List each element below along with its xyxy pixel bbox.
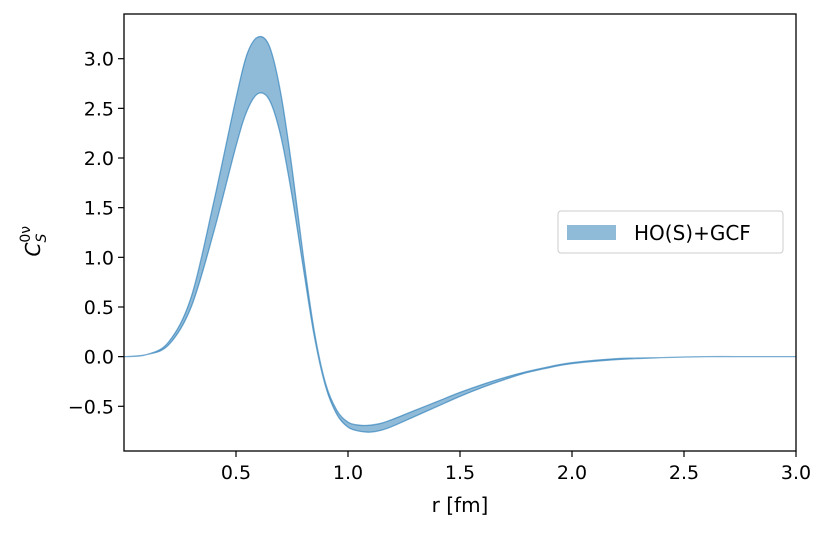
- y-tick-label-2: 0.5: [84, 297, 114, 319]
- y-tick-label-3: 1.0: [84, 247, 114, 269]
- legend-box: [557, 210, 784, 254]
- y-axis-label-sup: 0ν: [18, 226, 34, 243]
- x-tick-label-4: 2.5: [669, 462, 699, 484]
- legend-swatch: [567, 225, 616, 240]
- y-tick-label-6: 2.5: [84, 98, 114, 120]
- y-axis-label-base: C: [21, 243, 45, 257]
- y-axis-label-sub: S: [34, 234, 50, 243]
- ticks-layer: 0.5 1.0 1.5 2.0 2.5 3.0 −0.5 0.0 0.5 1.0 1.5 2.0 2.5…: [68, 49, 811, 484]
- legend-label: HO(S)+GCF: [634, 221, 751, 245]
- x-tick-label-1: 1.0: [333, 462, 363, 484]
- y-axis-label: CS0ν: [18, 226, 50, 257]
- y-tick-label-1: 0.0: [84, 347, 114, 369]
- x-tick-label-0: 0.5: [221, 462, 251, 484]
- x-tick-label-5: 3.0: [781, 462, 811, 484]
- legend: HO(S)+GCF: [557, 210, 784, 254]
- y-tick-label-7: 3.0: [84, 49, 114, 71]
- y-tick-label-5: 2.0: [84, 148, 114, 170]
- band-layer: [123, 35, 796, 433]
- x-tick-label-3: 2.0: [557, 462, 587, 484]
- x-tick-label-2: 1.5: [445, 462, 475, 484]
- x-axis-label: r [fm]: [432, 493, 489, 517]
- svg-text:CS0ν: CS0ν: [18, 226, 50, 257]
- y-tick-label-0: −0.5: [68, 396, 114, 418]
- band-series-0: [123, 35, 796, 433]
- y-tick-label-4: 1.5: [84, 198, 114, 220]
